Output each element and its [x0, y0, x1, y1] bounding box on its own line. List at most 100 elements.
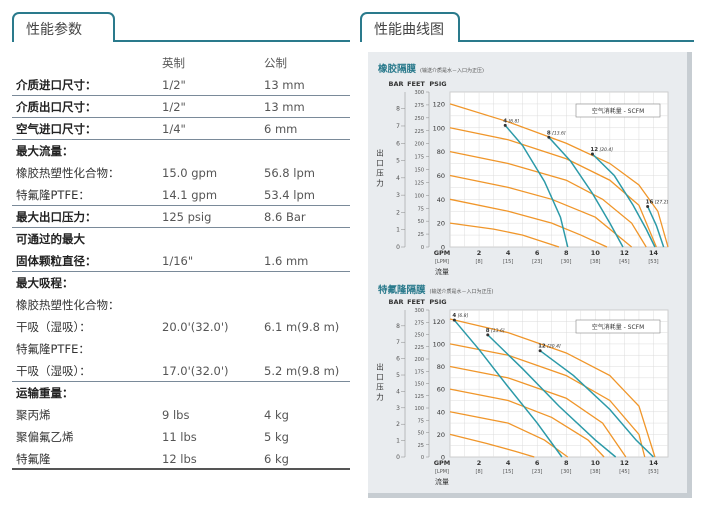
spec-imperial-value: 9 lbs: [162, 408, 190, 422]
spec-label: 可通过的最大: [16, 232, 85, 246]
header-metric: 公制: [264, 56, 287, 70]
curve-tab-header: 性能曲线图: [360, 12, 694, 42]
bar-tick-label: 1: [396, 438, 400, 445]
feet-tick-label: 0: [421, 455, 424, 461]
gpm-tick-label: 4: [506, 459, 511, 467]
feet-tick-label: 25: [418, 232, 424, 238]
air-consumption-curve: [646, 206, 665, 248]
feet-tick-label: 175: [414, 155, 424, 161]
air-curve-label: 8 [13.6]: [486, 328, 505, 334]
x-unit-metric-label: [LPM]: [435, 259, 449, 265]
spec-imperial-value: 1/2": [162, 100, 186, 114]
axis-column-header: PSIG: [429, 80, 446, 88]
air-consumption-curve: [591, 153, 656, 248]
air-curve-metric-value: [20.4]: [598, 147, 613, 153]
air-consumption-curve: [453, 319, 563, 458]
psig-tick-label: 40: [437, 408, 445, 416]
spec-imperial-value: 1/4": [162, 122, 186, 136]
spec-imperial-value: 125 psig: [162, 210, 212, 224]
spec-row: 特氟隆PTFE：: [12, 338, 350, 360]
y-axis-label-char: 力: [376, 178, 384, 188]
spec-metric-value: 13 mm: [264, 78, 305, 92]
performance-chart-panel: 橡胶隔膜 (输送介质是水－入口为正压) BAR FEET PSIG 出口压力 120 100…: [368, 52, 692, 498]
spec-row: 干吸（湿吸）： 20.0'(32.0') 6.1 m(9.8 m): [12, 316, 350, 338]
chart-title-text: 橡胶隔膜: [378, 64, 417, 75]
legend-text: 空气消耗量 - SCFM: [592, 107, 645, 115]
y-axis-label-char: 口: [376, 159, 384, 168]
legend-text: 空气消耗量 - SCFM: [592, 323, 645, 331]
y-axis-label-char: 压: [376, 383, 384, 392]
feet-tick-label: 75: [418, 206, 424, 212]
tab-performance-curve[interactable]: 性能曲线图: [360, 12, 460, 42]
spec-row: 介质出口尺寸： 1/2" 13 mm: [12, 96, 350, 118]
spec-metric-value: 13 mm: [264, 100, 305, 114]
x-unit-metric-label: [LPM]: [435, 469, 449, 475]
spec-label: 聚偏氟乙烯: [16, 430, 74, 444]
spec-label: 橡胶热塑性化合物：: [16, 298, 120, 312]
lpm-tick-label: [15]: [503, 259, 513, 265]
spec-imperial-value: 14.1 gpm: [162, 188, 218, 202]
air-curve-marker: [452, 318, 456, 322]
axis-column-header: FEET: [407, 298, 425, 306]
feet-tick-label: 250: [414, 116, 424, 122]
air-curve-marker: [538, 349, 542, 353]
chart-subtitle: (输送介质是水－入口为正压): [420, 68, 484, 74]
spec-label: 空气进口尺寸：: [16, 122, 97, 136]
feet-tick-label: 25: [418, 443, 424, 449]
lpm-tick-label: [38]: [590, 469, 600, 475]
feet-tick-label: 200: [414, 142, 424, 148]
axis-column-header: FEET: [407, 80, 425, 88]
y-axis-label-char: 力: [376, 392, 384, 402]
lpm-tick-label: [53]: [648, 469, 658, 475]
spec-row: 可通过的最大: [12, 228, 350, 250]
air-consumption-curve: [487, 334, 617, 458]
bar-tick-label: 3: [396, 192, 400, 199]
pressure-curve: [449, 103, 669, 248]
bar-tick-label: 2: [396, 209, 400, 216]
lpm-tick-label: [15]: [503, 469, 513, 475]
bar-tick-label: 4: [396, 388, 400, 395]
pressure-curve: [449, 318, 656, 458]
ptfe-diaphragm-chart: BAR FEET PSIG出口压力1201008060402003002752502…: [376, 298, 669, 486]
lpm-tick-label: [8]: [476, 469, 483, 475]
air-curve-marker: [590, 152, 594, 156]
feet-tick-label: 200: [414, 357, 424, 363]
spec-label: 干吸（湿吸）：: [16, 320, 91, 334]
spec-row: 聚偏氟乙烯 11 lbs 5 kg: [12, 426, 350, 448]
bar-tick-label: 7: [396, 123, 400, 130]
psig-tick-label: 120: [433, 318, 445, 326]
rubber-diaphragm-chart: BAR FEET PSIG出口压力1201008060402003002752502…: [376, 80, 669, 276]
air-curve-value: 4: [452, 313, 456, 319]
spec-label: 最大吸程：: [16, 276, 74, 290]
spec-label: 干吸（湿吸）：: [16, 364, 91, 378]
feet-tick-label: 50: [418, 219, 424, 225]
spec-imperial-value: 12 lbs: [162, 452, 197, 466]
gpm-tick-label: 10: [591, 249, 601, 257]
x-axis-label: 流量: [435, 267, 449, 276]
spec-label: 介质进口尺寸：: [16, 78, 97, 92]
legend-box: [575, 319, 661, 334]
spec-row: 最大流量：: [12, 140, 350, 162]
air-consumption-curve: [548, 136, 624, 248]
spec-imperial-value: 1/16": [162, 254, 194, 268]
lpm-tick-label: [23]: [532, 469, 542, 475]
psig-tick-label: 20: [437, 220, 445, 228]
y-axis-label-char: 压: [376, 169, 384, 178]
tab-specs[interactable]: 性能参数: [12, 12, 115, 42]
spec-table: 英制 公制 介质进口尺寸： 1/2" 13 mm 介质出口尺寸： 1/2" 13 mm 空气…: [12, 52, 350, 470]
gpm-tick-label: 6: [535, 249, 540, 257]
pressure-curve: [449, 365, 627, 458]
specs-tab-header: 性能参数: [12, 12, 350, 42]
axis-column-header: BAR: [389, 298, 404, 306]
spec-label: 聚丙烯: [16, 408, 51, 422]
bar-tick-label: 3: [396, 405, 400, 412]
chart-title-rubber: 橡胶隔膜 (输送介质是水－入口为正压): [378, 61, 484, 75]
spec-row: 橡胶热塑性化合物：: [12, 294, 350, 316]
spec-row: 运输重量：: [12, 382, 350, 404]
feet-tick-label: 150: [414, 382, 424, 388]
pressure-curve: [449, 198, 608, 248]
spec-label: 特氟隆PTFE：: [16, 342, 90, 356]
air-curve-marker: [646, 204, 650, 208]
lpm-tick-label: [23]: [532, 259, 542, 265]
air-curve-label: 8 [13.6]: [547, 130, 566, 136]
